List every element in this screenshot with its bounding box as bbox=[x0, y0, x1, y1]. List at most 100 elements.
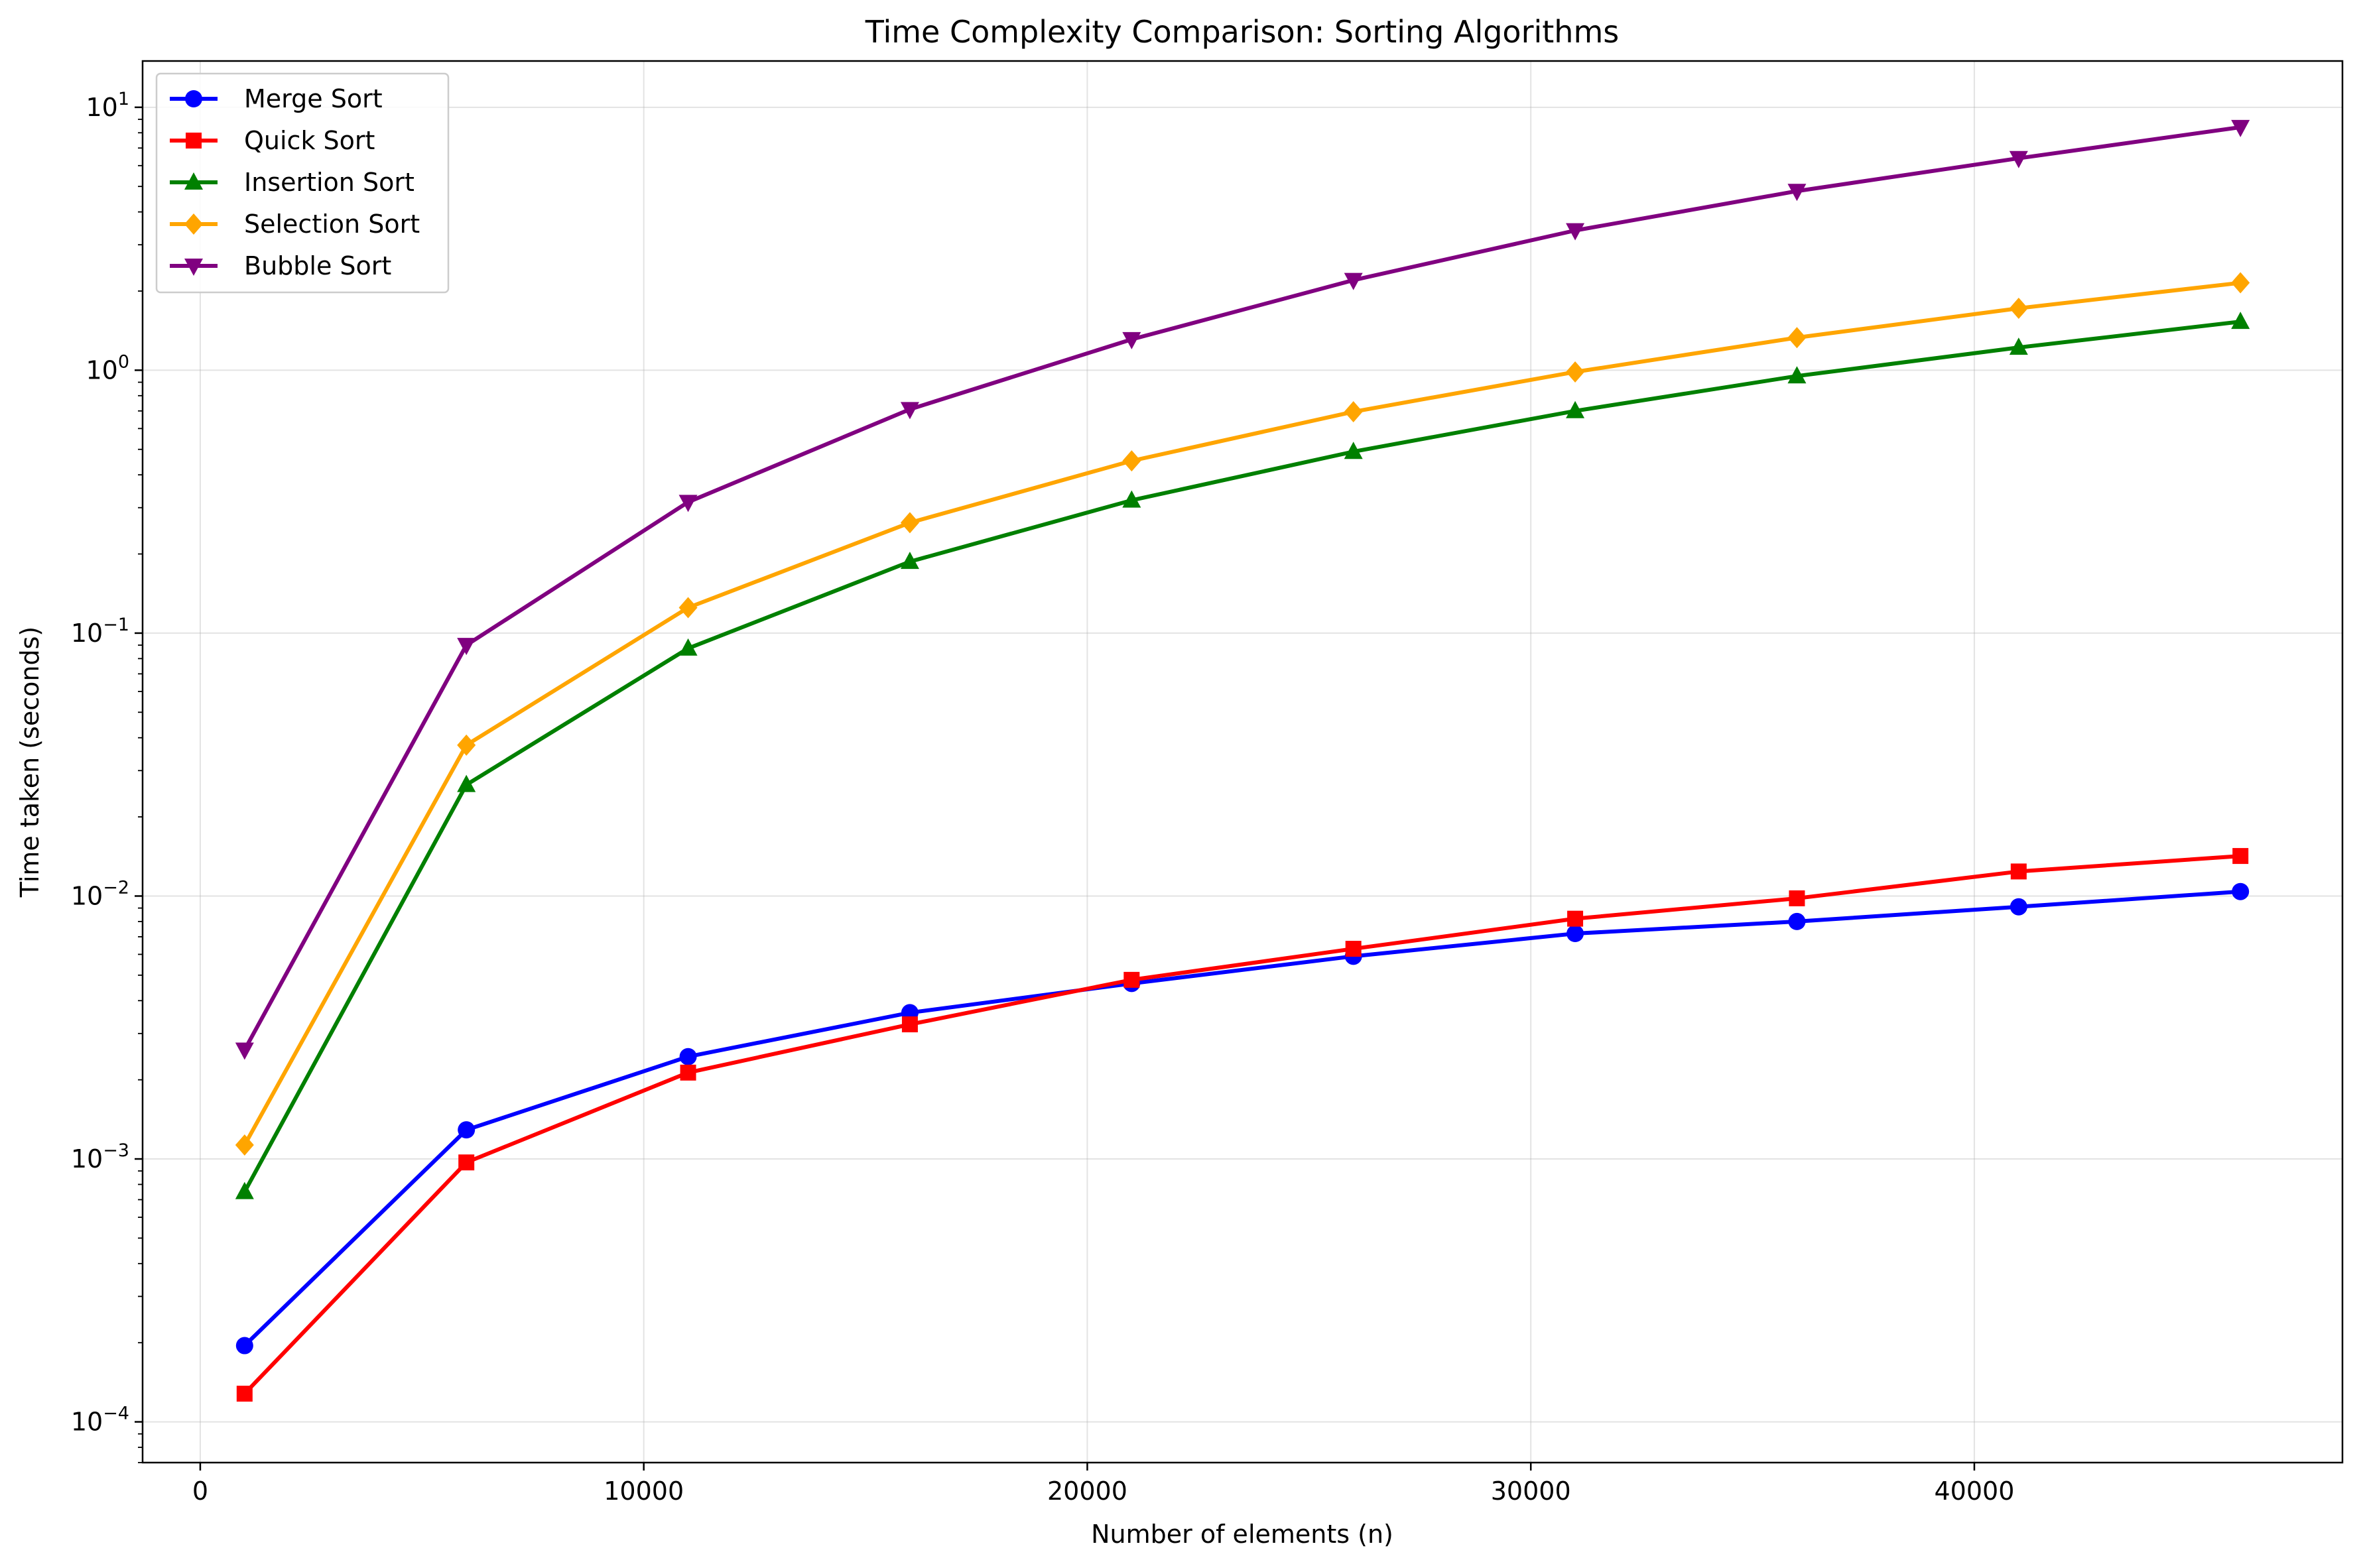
legend-item-merge-sort: Merge Sort bbox=[170, 84, 383, 113]
selection-sort-point bbox=[1566, 361, 1585, 383]
y-tick-base: 10 bbox=[71, 1144, 103, 1174]
x-axis-label: Number of elements (n) bbox=[1091, 1520, 1393, 1549]
insertion-sort-point bbox=[1122, 490, 1141, 508]
bubble-sort-point bbox=[457, 638, 476, 656]
x-tick-label: 10000 bbox=[604, 1477, 684, 1506]
y-tick-base: 10 bbox=[71, 881, 103, 910]
quick-sort-point bbox=[1345, 941, 1362, 957]
bubble-sort-point bbox=[900, 402, 919, 420]
insertion-sort-point bbox=[678, 638, 698, 656]
quick-sort-point bbox=[236, 1386, 253, 1402]
insertion-sort-point bbox=[457, 774, 476, 792]
y-tick-label: 10−1 bbox=[71, 615, 129, 648]
y-tick-exponent: −3 bbox=[103, 1140, 129, 1161]
legend-label: Insertion Sort bbox=[244, 168, 415, 197]
insertion-sort-point bbox=[235, 1181, 254, 1199]
legend-marker-diamond bbox=[184, 213, 203, 235]
chart-title: Time Complexity Comparison: Sorting Algo… bbox=[865, 14, 1619, 50]
y-tick-label: 10−4 bbox=[71, 1404, 129, 1437]
x-tick-label: 0 bbox=[192, 1477, 208, 1506]
y-tick-exponent: 1 bbox=[118, 89, 129, 109]
y-tick-label: 100 bbox=[86, 351, 129, 385]
selection-sort-point bbox=[678, 597, 698, 619]
y-tick-label: 101 bbox=[86, 89, 129, 122]
axis-ticks: 0 10000 20000 30000 4000010−410−310−210−1100… bbox=[71, 89, 2015, 1506]
selection-sort-line bbox=[242, 280, 2243, 1147]
quick-sort-point bbox=[1123, 971, 1140, 988]
selection-sort-point bbox=[2231, 272, 2250, 294]
selection-sort-point bbox=[457, 734, 476, 756]
bubble-sort-point bbox=[235, 1042, 254, 1060]
grid bbox=[143, 61, 2342, 1463]
y-tick-exponent: 0 bbox=[118, 351, 129, 372]
insertion-sort-series bbox=[235, 312, 2250, 1199]
bubble-sort-point bbox=[2009, 151, 2028, 168]
insertion-sort-point bbox=[1566, 400, 1585, 418]
quick-sort-point bbox=[680, 1064, 696, 1081]
legend-frame bbox=[155, 72, 450, 294]
x-tick-label: 20000 bbox=[1047, 1477, 1127, 1506]
legend-item-insertion-sort: Insertion Sort bbox=[170, 168, 415, 197]
legend: Merge Sort Quick Sort Insertion Sort Select… bbox=[155, 72, 450, 294]
bubble-sort-point bbox=[2231, 119, 2250, 137]
quick-sort-point bbox=[2232, 848, 2249, 865]
y-tick-base: 10 bbox=[71, 619, 103, 648]
series-group bbox=[235, 119, 2250, 1402]
legend-marker-circle bbox=[185, 90, 202, 107]
selection-sort-point bbox=[1344, 401, 1363, 423]
plot-frame bbox=[141, 60, 2344, 1464]
merge-sort-point bbox=[1788, 912, 1806, 930]
y-tick-exponent: −1 bbox=[103, 615, 129, 635]
legend-item-quick-sort: Quick Sort bbox=[170, 126, 375, 155]
quick-sort-point bbox=[901, 1016, 918, 1033]
merge-sort-point bbox=[1566, 925, 1584, 943]
bubble-sort-point bbox=[1566, 223, 1585, 241]
merge-sort-point bbox=[679, 1048, 697, 1065]
y-tick-base: 10 bbox=[71, 1408, 103, 1437]
merge-sort-point bbox=[235, 1337, 253, 1355]
quick-sort-point bbox=[1567, 910, 1584, 927]
legend-item-bubble-sort: Bubble Sort bbox=[170, 251, 391, 280]
quick-sort-point bbox=[2010, 863, 2027, 880]
legend-marker-triangle-up bbox=[184, 172, 203, 190]
legend-marker-square bbox=[186, 133, 202, 149]
insertion-sort-point bbox=[1787, 366, 1807, 384]
bubble-sort-point bbox=[1122, 332, 1141, 349]
legend-marker-triangle-down bbox=[184, 259, 203, 276]
insertion-sort-point bbox=[2009, 337, 2028, 355]
y-axis-label: Time taken (seconds) bbox=[15, 627, 44, 898]
x-tick-label: 40000 bbox=[1934, 1477, 2014, 1506]
selection-sort-point bbox=[900, 512, 919, 534]
quick-sort-point bbox=[1789, 890, 1805, 906]
selection-sort-point bbox=[1787, 327, 1807, 349]
insertion-sort-point bbox=[2231, 312, 2250, 330]
merge-sort-point bbox=[2232, 882, 2250, 900]
selection-sort-point bbox=[1122, 450, 1141, 472]
bubble-sort-point bbox=[1344, 272, 1363, 290]
merge-sort-point bbox=[2010, 898, 2027, 916]
merge-sort-point bbox=[458, 1121, 476, 1139]
selection-sort-point bbox=[235, 1134, 254, 1156]
legend-label: Selection Sort bbox=[244, 210, 420, 239]
y-tick-label: 10−2 bbox=[71, 877, 129, 910]
y-tick-base: 10 bbox=[86, 355, 117, 385]
bubble-sort-point bbox=[678, 495, 698, 513]
quick-sort-point bbox=[458, 1154, 475, 1171]
insertion-sort-line bbox=[242, 320, 2243, 1194]
y-tick-exponent: −4 bbox=[103, 1404, 129, 1424]
legend-label: Quick Sort bbox=[244, 126, 375, 155]
quick-sort-line bbox=[242, 854, 2243, 1396]
bubble-sort-series bbox=[235, 119, 2250, 1060]
insertion-sort-point bbox=[900, 552, 919, 570]
selection-sort-point bbox=[2009, 297, 2028, 319]
insertion-sort-point bbox=[1344, 442, 1363, 459]
legend-label: Merge Sort bbox=[244, 84, 383, 113]
legend-label: Bubble Sort bbox=[244, 251, 391, 280]
quick-sort-series bbox=[236, 848, 2249, 1402]
y-tick-exponent: −2 bbox=[103, 877, 129, 898]
bubble-sort-line bbox=[242, 125, 2243, 1052]
legend-item-selection-sort: Selection Sort bbox=[170, 210, 420, 239]
y-tick-base: 10 bbox=[86, 93, 117, 122]
bubble-sort-point bbox=[1787, 184, 1807, 202]
